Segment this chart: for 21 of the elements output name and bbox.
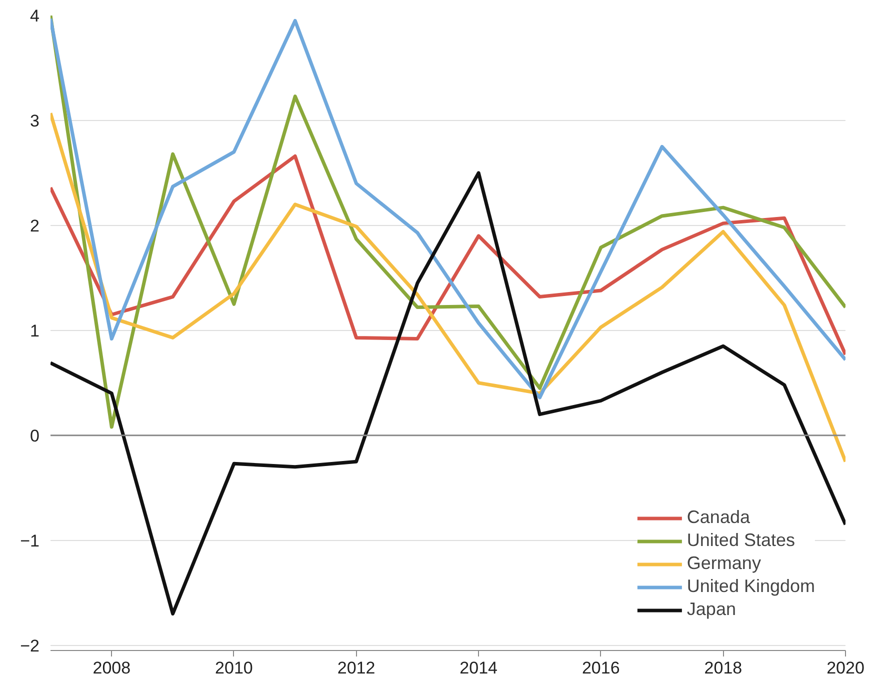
x-tick-label: 2010 bbox=[215, 658, 253, 678]
legend-label: United Kingdom bbox=[686, 576, 815, 597]
y-tick-label: 0 bbox=[30, 426, 40, 446]
x-tick-label: 2018 bbox=[704, 658, 742, 678]
y-tick-label: 3 bbox=[30, 111, 40, 130]
y-tick-label: 1 bbox=[30, 321, 40, 340]
x-tick-label: 2008 bbox=[92, 658, 131, 678]
y-tick-label: 2 bbox=[30, 216, 40, 236]
x-tick-label: 2012 bbox=[337, 658, 376, 678]
legend-label: Japan bbox=[686, 599, 736, 620]
legend-label: United States bbox=[686, 530, 795, 551]
line-series bbox=[50, 154, 846, 356]
legend-label: Canada bbox=[686, 507, 750, 528]
y-tick-label: 4 bbox=[30, 6, 40, 26]
line-series bbox=[50, 111, 846, 464]
x-tick-label: 2020 bbox=[826, 658, 864, 678]
y-tick-label: −1 bbox=[20, 531, 40, 550]
x-tick-label: 2016 bbox=[582, 658, 620, 678]
legend-label: Germany bbox=[686, 553, 761, 574]
x-tick-label: 2014 bbox=[460, 658, 498, 678]
y-tick-label: −2 bbox=[20, 636, 40, 656]
